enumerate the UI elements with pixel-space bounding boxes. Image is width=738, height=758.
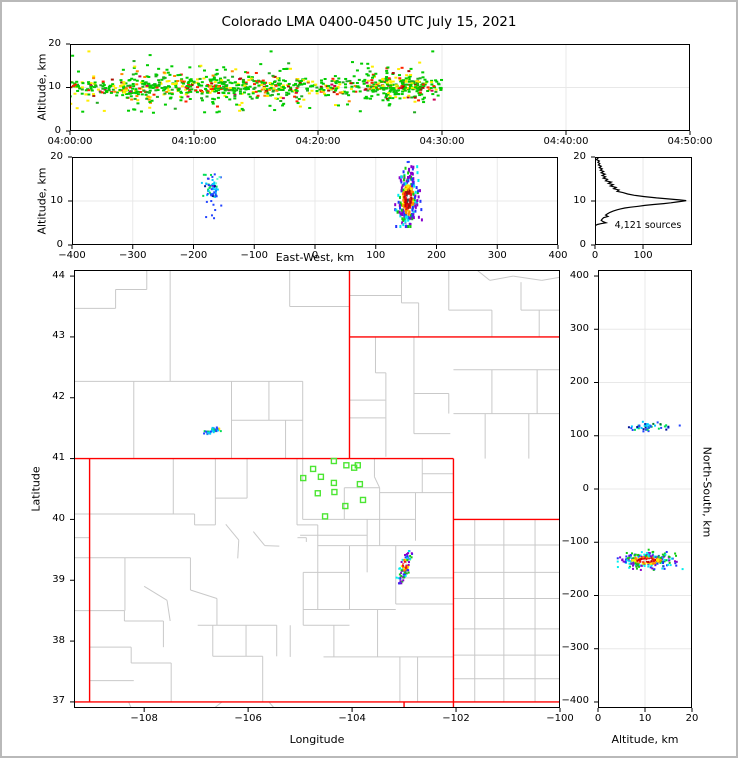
east-west-height-panel — [68, 156, 559, 249]
tick-label: −300 — [119, 250, 147, 261]
tick-label: 38 — [52, 634, 65, 646]
tick-label: −400 — [58, 250, 86, 261]
tick-label: 100 — [633, 250, 653, 261]
ns-height-ylabel: North-South, km — [700, 446, 714, 538]
tick-label: 04:50:00 — [667, 136, 713, 147]
tick-label: 0 — [594, 713, 602, 724]
time-height-panel — [66, 43, 691, 135]
tick-label: 37 — [52, 695, 65, 707]
tick-label: 20 — [50, 150, 63, 162]
tick-label: −104 — [338, 713, 366, 724]
tick-label: 04:30:00 — [419, 136, 465, 147]
tick-label: 400 — [548, 250, 568, 261]
tick-label: −200 — [179, 250, 208, 261]
map-xlabel: Longitude — [289, 733, 345, 746]
tick-label: 100 — [366, 250, 386, 261]
north-south-height-panel — [594, 270, 693, 712]
tick-label: 04:40:00 — [543, 136, 589, 147]
tick-label: 20 — [48, 37, 61, 49]
tick-label: 20 — [685, 713, 699, 724]
figure-title: Colorado LMA 0400-0450 UTC July 15, 2021 — [221, 14, 517, 30]
altitude-histogram-panel — [591, 156, 692, 249]
source-count-annotation: 4,121 sources — [614, 220, 682, 231]
tick-label: 0 — [56, 238, 63, 250]
plan-view-map-panel — [70, 270, 561, 712]
tick-label: 10 — [638, 713, 652, 724]
tick-label: 42 — [52, 391, 65, 403]
map-ylabel: Latitude — [29, 466, 43, 512]
tick-label: −108 — [130, 713, 158, 724]
tick-label: 44 — [52, 269, 65, 281]
tick-label: 0 — [54, 124, 61, 136]
ew-height-xlabel: East-West, km — [275, 251, 355, 264]
tick-label: 200 — [426, 250, 447, 261]
tick-label: −106 — [234, 713, 262, 724]
tick-label: −102 — [442, 713, 470, 724]
tick-label: −100 — [546, 713, 574, 724]
time-height-ylabel: Altitude, km — [35, 53, 49, 121]
tick-label: 39 — [52, 573, 65, 585]
tick-label: 04:10:00 — [171, 136, 217, 147]
ns-height-xlabel: Altitude, km — [611, 733, 679, 746]
tick-label: −100 — [240, 250, 268, 261]
ew-height-ylabel: Altitude, km — [35, 167, 49, 235]
tick-label: 04:20:00 — [295, 136, 341, 147]
tick-label: 43 — [52, 330, 65, 342]
tick-label: 300 — [487, 250, 507, 261]
tick-label: 04:00:00 — [47, 136, 93, 147]
tick-label: 41 — [52, 452, 65, 464]
tick-label: 0 — [591, 250, 599, 261]
tick-label: 40 — [52, 512, 65, 524]
